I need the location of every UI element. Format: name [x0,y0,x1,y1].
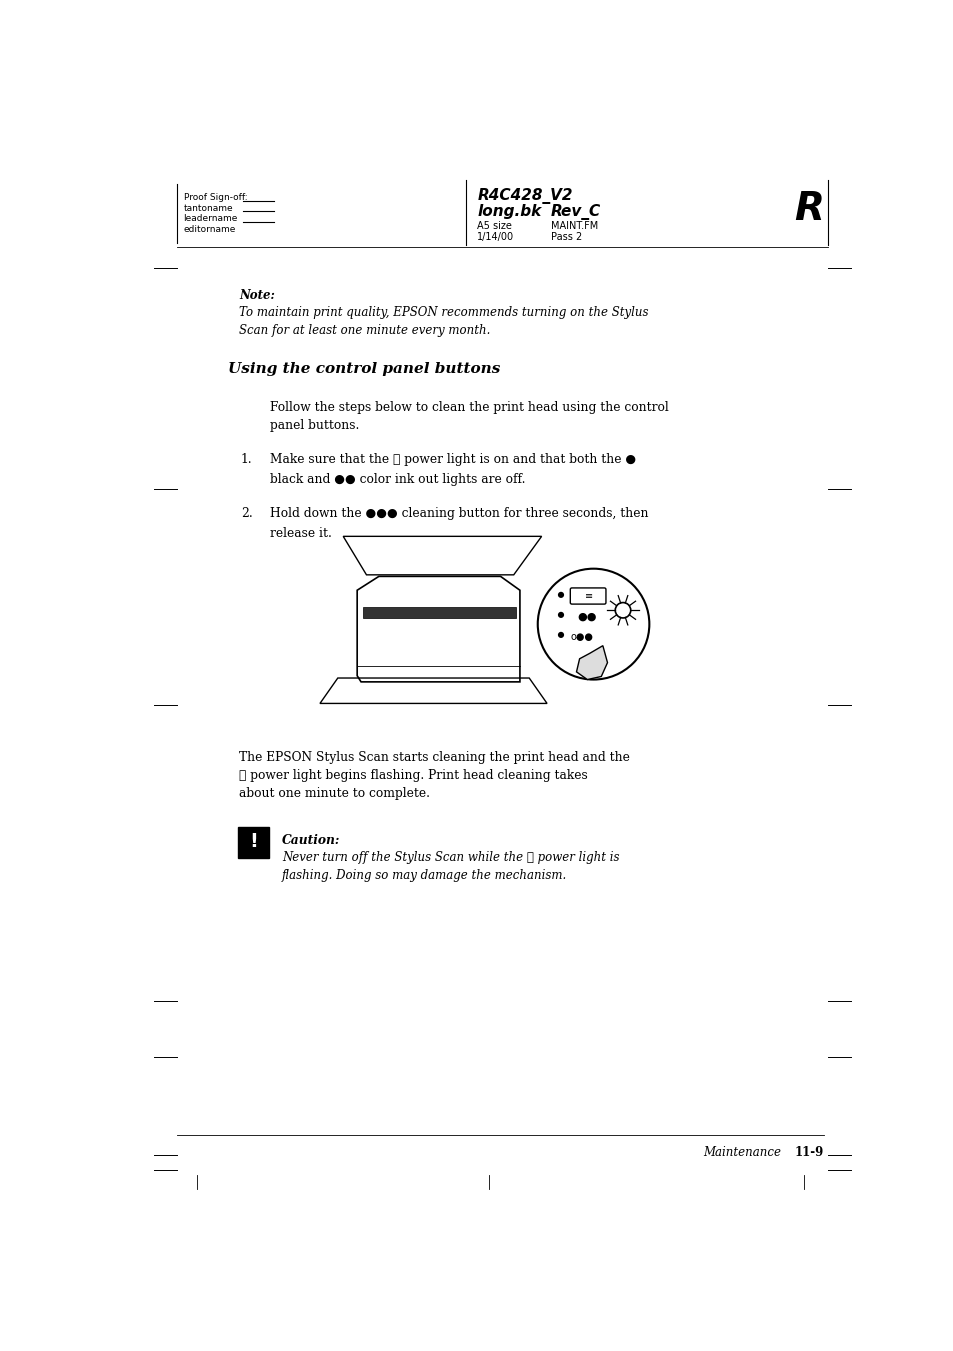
Circle shape [558,612,563,617]
Text: A5 size: A5 size [476,222,512,231]
Text: Note:: Note: [239,289,275,303]
Polygon shape [363,607,516,617]
Circle shape [558,632,563,638]
Text: o●●: o●● [570,632,593,642]
Text: release it.: release it. [270,527,332,540]
Circle shape [558,592,563,598]
Text: Proof Sign-off:: Proof Sign-off: [183,193,247,201]
Text: Make sure that the ⓘ power light is on and that both the ●: Make sure that the ⓘ power light is on a… [270,453,636,466]
Text: black and ●● color ink out lights are off.: black and ●● color ink out lights are of… [270,473,525,486]
Text: Using the control panel buttons: Using the control panel buttons [228,362,499,377]
Text: MAINT.FM: MAINT.FM [550,222,598,231]
Text: editorname: editorname [183,226,235,234]
Text: 11-9: 11-9 [794,1146,822,1159]
Text: Hold down the ●●● cleaning button for three seconds, then: Hold down the ●●● cleaning button for th… [270,507,648,520]
Text: tantoname: tantoname [183,204,233,213]
Text: Maintenance: Maintenance [702,1146,781,1159]
Text: Pass 2: Pass 2 [550,232,581,242]
Text: To maintain print quality, EPSON recommends turning on the Stylus
Scan for at le: To maintain print quality, EPSON recomme… [239,307,648,338]
Text: ≡: ≡ [584,590,593,601]
Text: 2.: 2. [241,507,253,520]
Text: R: R [793,190,822,228]
Text: Follow the steps below to clean the print head using the control
panel buttons.: Follow the steps below to clean the prin… [270,401,668,432]
Text: long.bk: long.bk [476,204,541,219]
Text: leadername: leadername [183,215,237,223]
Polygon shape [576,646,607,680]
Text: The EPSON Stylus Scan starts cleaning the print head and the
ⓘ power light begin: The EPSON Stylus Scan starts cleaning th… [239,751,630,800]
Text: R4C428_V2: R4C428_V2 [476,188,572,204]
Text: Caution:: Caution: [282,834,340,847]
Text: ●●: ●● [577,612,597,621]
Text: !: ! [249,832,257,851]
Text: Rev_C: Rev_C [550,204,600,220]
Circle shape [537,569,649,680]
Bar [237,827,269,858]
Text: 1.: 1. [241,453,253,466]
Text: 1/14/00: 1/14/00 [476,232,514,242]
Text: Never turn off the Stylus Scan while the ⓘ power light is
flashing. Doing so may: Never turn off the Stylus Scan while the… [282,851,618,882]
